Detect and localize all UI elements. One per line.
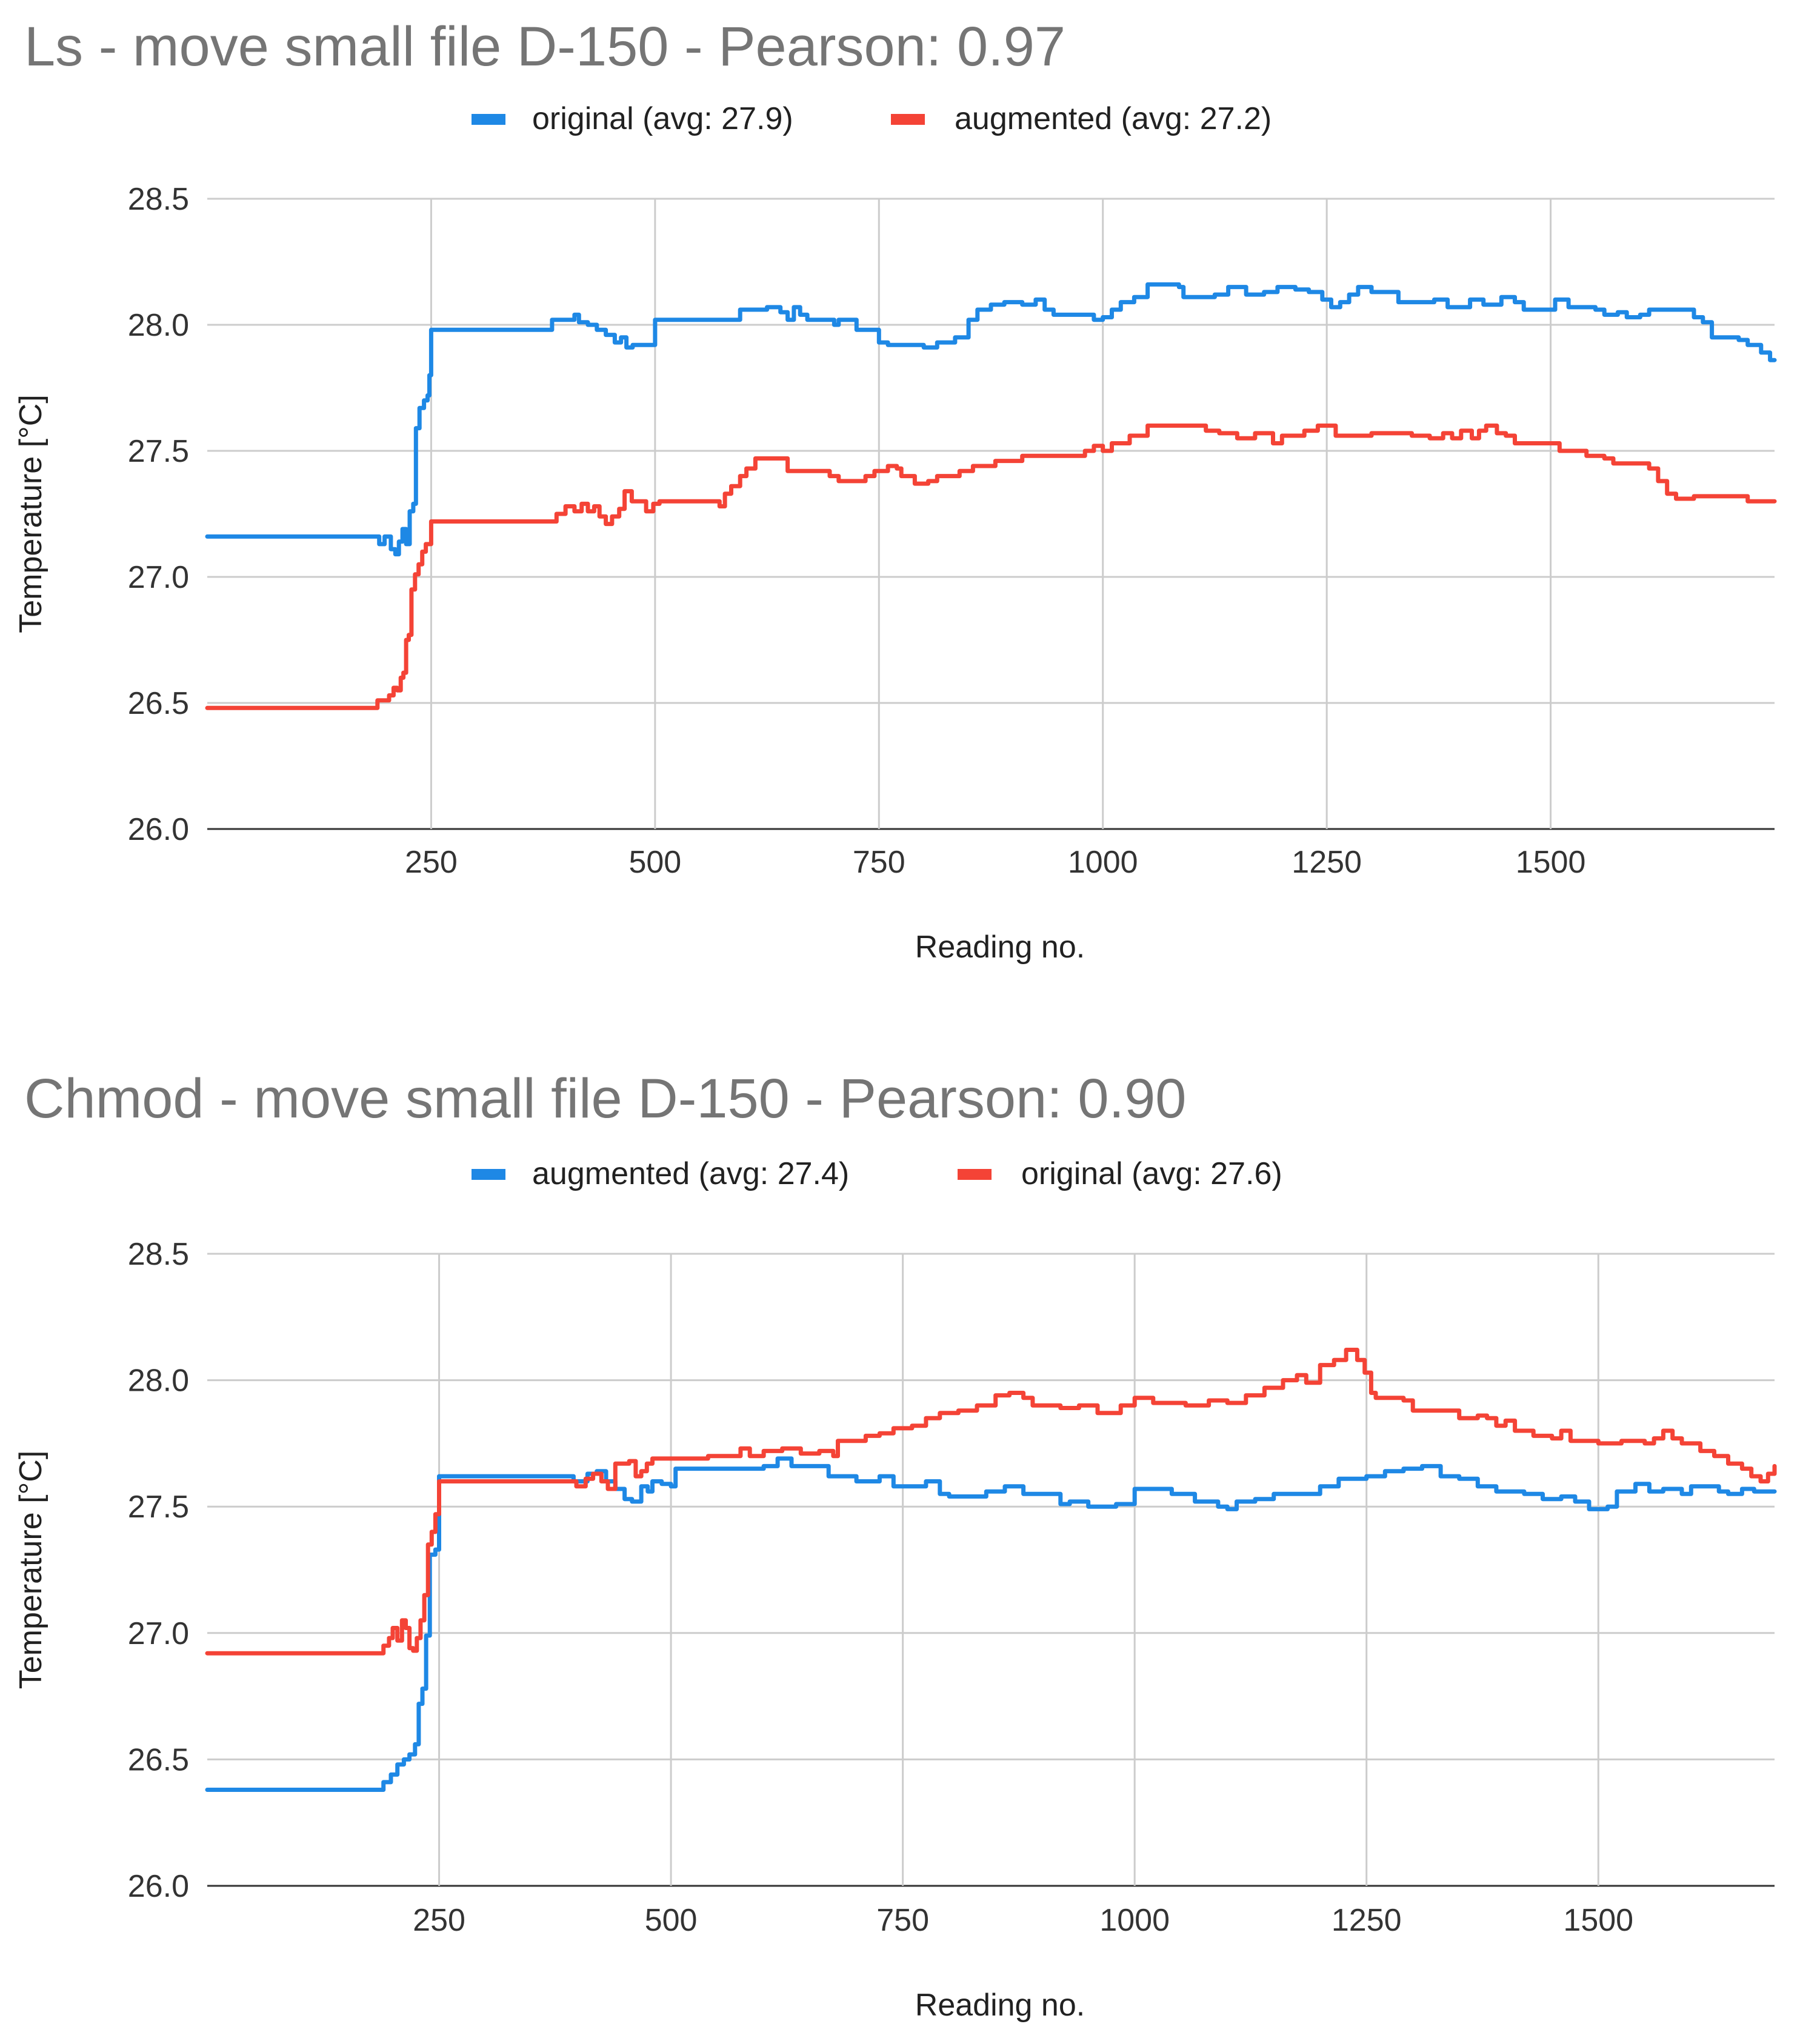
series-line-first (205, 282, 1777, 557)
x-tick-label: 750 (853, 845, 905, 880)
x-axis-title: Reading no. (915, 1988, 1085, 2023)
x-tick-label: 1250 (1332, 1903, 1402, 1938)
y-tick-label: 26.0 (128, 812, 189, 847)
y-axis-title: Temperature [°C] (13, 394, 48, 633)
legend-label: original (avg: 27.6) (1021, 1156, 1282, 1191)
series-line-second (205, 1348, 1777, 1656)
y-axis-title: Temperature [°C] (13, 1451, 48, 1689)
x-tick-label: 1000 (1099, 1903, 1170, 1938)
x-tick-label: 1250 (1292, 845, 1362, 880)
legend-label: augmented (avg: 27.4) (532, 1156, 849, 1191)
y-tick-label: 26.0 (128, 1869, 189, 1904)
series-line-first (205, 1456, 1777, 1792)
chart-title: Chmod - move small file D-150 - Pearson:… (24, 1068, 1186, 1130)
x-tick-label: 1500 (1516, 845, 1586, 880)
y-tick-label: 27.5 (128, 434, 189, 469)
legend-swatch (891, 114, 925, 125)
legend-label: original (avg: 27.9) (532, 101, 793, 136)
x-axis-title: Reading no. (915, 930, 1085, 965)
x-tick-label: 250 (413, 1903, 465, 1938)
x-tick-label: 750 (876, 1903, 929, 1938)
x-tick-label: 1500 (1563, 1903, 1633, 1938)
y-tick-label: 28.0 (128, 308, 189, 343)
series-line-second (205, 423, 1777, 710)
y-tick-label: 27.0 (128, 1616, 189, 1651)
legend-swatch (958, 1169, 992, 1180)
y-tick-label: 28.0 (128, 1363, 189, 1399)
legend-swatch (472, 114, 505, 125)
x-tick-label: 500 (628, 845, 681, 880)
x-tick-label: 500 (645, 1903, 698, 1938)
y-tick-label: 26.5 (128, 1742, 189, 1777)
legend-label: augmented (avg: 27.2) (955, 101, 1272, 136)
y-tick-label: 28.5 (128, 1237, 189, 1272)
chart-title: Ls - move small file D-150 - Pearson: 0.… (24, 16, 1065, 78)
y-tick-label: 26.5 (128, 686, 189, 721)
chart-ls-temperature: Ls - move small file D-150 - Pearson: 0.… (13, 16, 1777, 965)
y-tick-label: 27.5 (128, 1490, 189, 1525)
x-tick-label: 1000 (1068, 845, 1138, 880)
y-tick-label: 27.0 (128, 560, 189, 595)
x-tick-label: 250 (405, 845, 458, 880)
legend-swatch (472, 1169, 505, 1180)
chart-chmod-temperature: Chmod - move small file D-150 - Pearson:… (13, 1068, 1777, 2023)
y-tick-label: 28.5 (128, 182, 189, 217)
